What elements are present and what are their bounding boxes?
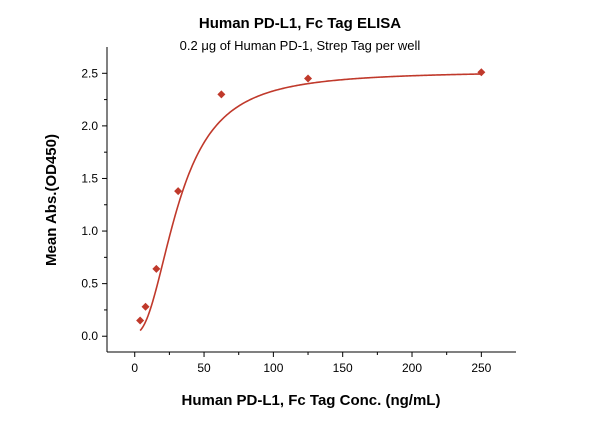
x-ticks: 0 50 100 150 200 250 [131,352,492,375]
y-ticks: 0.0 0.5 1.0 1.5 2.0 2.5 [81,66,107,343]
data-points [136,68,486,325]
y-tick-label: 0.0 [81,329,98,343]
data-point [136,316,145,325]
y-axis-title: Mean Abs.(OD450) [43,134,60,266]
x-tick-label: 50 [197,361,211,375]
chart-subtitle: 0.2 μg of Human PD-1, Strep Tag per well [180,38,421,53]
x-tick-label: 0 [131,361,138,375]
x-axis-title: Human PD-L1, Fc Tag Conc. (ng/mL) [182,392,441,409]
y-tick-label: 2.0 [81,119,98,133]
y-tick-label: 1.0 [81,224,98,238]
x-tick-label: 200 [402,361,422,375]
data-point [152,264,161,273]
x-tick-label: 150 [333,361,353,375]
fit-curve [139,73,482,332]
x-tick-label: 250 [471,361,491,375]
x-tick-label: 100 [263,361,283,375]
plot-axes [106,47,516,353]
y-tick-label: 2.5 [81,66,98,80]
data-point [304,74,313,83]
y-tick-label: 0.5 [81,277,98,291]
data-point [141,302,150,311]
chart-title: Human PD-L1, Fc Tag ELISA [199,15,401,32]
y-tick-label: 1.5 [81,171,98,185]
data-point [477,68,486,77]
data-point [217,90,226,99]
data-point [174,187,183,196]
